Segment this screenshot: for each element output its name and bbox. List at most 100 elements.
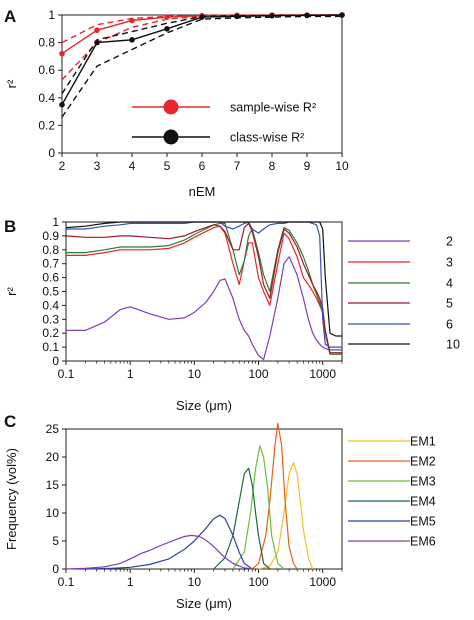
y-tick-label: 0.5 bbox=[42, 285, 59, 299]
series-line-2 bbox=[66, 256, 342, 361]
y-tick-label: 0.4 bbox=[38, 91, 55, 105]
data-point bbox=[59, 50, 65, 57]
x-tick-label: 5 bbox=[164, 159, 171, 173]
series-line-10 bbox=[65, 221, 342, 337]
x-tick-label: 1 bbox=[127, 575, 134, 589]
y-tick-label: 0.8 bbox=[38, 36, 55, 50]
y-tick-label: 25 bbox=[46, 422, 60, 436]
legend-label: EM4 bbox=[410, 495, 436, 509]
panel-letter: C bbox=[4, 412, 16, 431]
x-tick-label: 8 bbox=[269, 159, 276, 173]
legend-label: 4 bbox=[446, 277, 453, 291]
legend-marker bbox=[163, 99, 179, 115]
y-tick-label: 0.6 bbox=[38, 63, 55, 77]
x-tick-label: 100 bbox=[248, 575, 268, 589]
x-axis: 0.1 1 10 100 1000 bbox=[58, 361, 343, 381]
y-tick-label: 15 bbox=[46, 478, 60, 492]
series-group bbox=[65, 221, 342, 361]
x-tick-label: 1000 bbox=[309, 575, 336, 589]
legend-label: sample-wise R² bbox=[230, 101, 316, 115]
y-axis: 0 5 10 15 20 25 bbox=[46, 422, 66, 576]
x-tick-label: 2 bbox=[59, 159, 66, 173]
x-tick-label: 1000 bbox=[309, 367, 336, 381]
x-tick-label: 6 bbox=[199, 159, 206, 173]
x-axis-label: Size (μm) bbox=[176, 596, 232, 611]
series-line-sample-wise-r- bbox=[61, 14, 343, 55]
y-axis-label: r² bbox=[4, 287, 19, 296]
series-line-6 bbox=[66, 221, 342, 348]
series-group bbox=[59, 12, 345, 118]
x-tick-label: 4 bbox=[129, 159, 136, 173]
data-point bbox=[164, 26, 170, 32]
y-tick-label: 1 bbox=[48, 8, 55, 22]
legend: 2 3 4 5 6 10 bbox=[348, 235, 460, 352]
panel-B: B 0.1 1 10 100 1000 00.10.20.30.40.50.60.70.80… bbox=[4, 215, 460, 413]
panel-C: C 0.1 1 10 100 1000 0 5 10 15 20 25 Size (μm) Frequen… bbox=[4, 412, 436, 611]
x-tick-label: 10 bbox=[335, 159, 349, 173]
plot-frame bbox=[65, 428, 343, 570]
legend-label: 3 bbox=[446, 256, 453, 270]
y-tick-label: 0.8 bbox=[42, 243, 59, 257]
series-line-em5 bbox=[85, 514, 253, 570]
x-tick-label: 3 bbox=[94, 159, 101, 173]
plot-frame bbox=[65, 221, 343, 362]
legend-label: EM5 bbox=[410, 515, 436, 529]
legend: EM1 EM2 EM3 EM4 EM5 EM6 bbox=[348, 435, 436, 549]
legend-label: EM2 bbox=[410, 455, 436, 469]
y-tick-label: 0.2 bbox=[38, 118, 55, 132]
data-point bbox=[129, 37, 135, 43]
panel-letter: B bbox=[4, 217, 16, 236]
series-line-em6 bbox=[65, 534, 253, 570]
legend-label: EM1 bbox=[410, 435, 436, 449]
y-tick-label: 1 bbox=[52, 215, 59, 229]
series-line-band-5 bbox=[61, 15, 342, 118]
series-line-5 bbox=[65, 222, 342, 354]
y-axis: 00.10.20.30.40.50.60.70.80.91 bbox=[42, 215, 66, 368]
legend-label: 5 bbox=[446, 297, 453, 311]
y-tick-label: 0.3 bbox=[42, 312, 59, 326]
series-line-em1 bbox=[258, 462, 314, 570]
legend-label: class-wise R² bbox=[230, 131, 304, 145]
x-tick-label: 9 bbox=[304, 159, 311, 173]
x-axis: 2 3 4 5 6 7 8 9 10 bbox=[59, 153, 349, 173]
legend-label: 6 bbox=[446, 318, 453, 332]
y-axis: 0 0.2 0.4 0.6 0.8 1 bbox=[38, 8, 62, 160]
series-line-band-2 bbox=[61, 14, 343, 81]
x-axis-label: nEM bbox=[189, 184, 216, 199]
x-axis: 0.1 1 10 100 1000 bbox=[58, 569, 343, 589]
series-line-band-4 bbox=[61, 14, 343, 95]
data-point bbox=[59, 101, 65, 108]
panel-letter: A bbox=[4, 7, 16, 26]
x-tick-label: 10 bbox=[188, 575, 202, 589]
legend-label: 2 bbox=[446, 235, 453, 249]
y-tick-label: 10 bbox=[46, 506, 60, 520]
y-tick-label: 0.4 bbox=[42, 298, 59, 312]
y-tick-label: 0.6 bbox=[42, 271, 59, 285]
y-tick-label: 20 bbox=[46, 450, 60, 464]
legend-label: EM3 bbox=[410, 475, 436, 489]
legend: sample-wise R² class-wise R² bbox=[132, 99, 316, 145]
x-tick-label: 0.1 bbox=[58, 367, 75, 381]
y-tick-label: 0 bbox=[48, 146, 55, 160]
x-axis-label: Size (μm) bbox=[176, 398, 232, 413]
data-point bbox=[94, 27, 100, 33]
y-axis-label: r² bbox=[4, 79, 19, 88]
x-tick-label: 1 bbox=[127, 367, 134, 381]
legend-label: 10 bbox=[446, 338, 460, 352]
x-tick-label: 10 bbox=[188, 367, 202, 381]
y-tick-label: 0.9 bbox=[42, 229, 59, 243]
y-tick-label: 0.7 bbox=[42, 257, 59, 271]
y-tick-label: 0.1 bbox=[42, 340, 59, 354]
y-axis-label: Frequency (vol%) bbox=[4, 448, 19, 550]
x-tick-label: 100 bbox=[248, 367, 268, 381]
series-group bbox=[65, 422, 314, 570]
y-tick-label: 5 bbox=[52, 534, 59, 548]
x-tick-label: 0.1 bbox=[58, 575, 75, 589]
series-line-em3 bbox=[232, 445, 285, 570]
legend-label: EM6 bbox=[410, 535, 436, 549]
legend-marker bbox=[163, 129, 179, 145]
x-tick-label: 7 bbox=[234, 159, 241, 173]
panel-A: A 2 3 4 5 6 7 8 9 10 0 0.2 0.4 0.6 0.8 1 nEM r² sample-wis… bbox=[4, 7, 349, 199]
y-tick-label: 0 bbox=[52, 562, 59, 576]
